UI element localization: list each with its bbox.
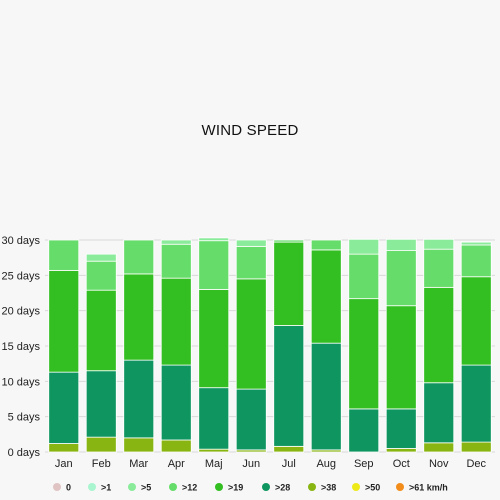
chart-title: WIND SPEED — [201, 122, 299, 139]
legend-swatch — [169, 483, 177, 491]
bar-segment — [235, 245, 267, 280]
bar-segment — [348, 408, 380, 453]
bar-segment — [348, 298, 380, 410]
legend-swatch — [215, 483, 223, 491]
bar-segment — [198, 237, 230, 242]
bar-segment — [385, 305, 417, 410]
bar-segment — [385, 250, 417, 307]
bar-segment — [85, 289, 117, 372]
x-tick-label: Nov — [429, 458, 449, 470]
bar-segment — [273, 445, 305, 453]
bar-segment — [235, 388, 267, 451]
x-tick-label: Maj — [205, 458, 223, 470]
legend-swatch — [352, 483, 360, 491]
bar-segment — [123, 273, 155, 361]
legend-label: 0 — [66, 483, 71, 493]
bar-segment — [423, 248, 455, 288]
bar-segment — [460, 441, 492, 453]
bar-segment — [385, 448, 417, 453]
bar-segment — [123, 239, 155, 275]
bar-segment — [385, 408, 417, 449]
bar-segment — [460, 276, 492, 366]
legend-swatch — [396, 483, 404, 491]
bar-segment — [273, 325, 305, 447]
legend-label: >50 — [365, 483, 380, 493]
legend-label: >12 — [182, 483, 197, 493]
bar-segment — [310, 239, 342, 251]
bar-segment — [235, 239, 267, 247]
legend-swatch — [128, 483, 136, 491]
x-tick-label: Mar — [129, 458, 148, 470]
legend-label: >19 — [228, 483, 243, 493]
bar-segment — [85, 260, 117, 291]
x-tick-label: Sep — [354, 458, 374, 470]
x-tick-label: Apr — [168, 458, 185, 470]
y-tick-label: 15 days — [1, 341, 40, 353]
x-tick-label: Oct — [393, 458, 410, 470]
y-tick-label: 20 days — [1, 306, 40, 318]
x-tick-label: Dec — [466, 458, 486, 470]
bar-segment — [160, 439, 192, 453]
bar-segment — [423, 382, 455, 444]
legend-label: >38 — [321, 483, 336, 493]
bar-segment — [85, 436, 117, 453]
bar-segment — [85, 370, 117, 438]
bar-segment — [48, 269, 80, 373]
bar-segment — [423, 238, 455, 250]
bar-segment — [48, 443, 80, 453]
legend-label: >1 — [101, 483, 111, 493]
legend-label: >61 km/h — [409, 483, 448, 493]
legend-label: >5 — [141, 483, 151, 493]
bar-segment — [48, 371, 80, 444]
bar-segment — [123, 437, 155, 453]
bar-segment — [385, 238, 417, 252]
x-tick-label: Feb — [92, 458, 111, 470]
bar-segment — [310, 249, 342, 344]
bar-segment — [460, 244, 492, 278]
bar-segment — [460, 241, 492, 246]
bar-segment — [460, 364, 492, 443]
y-tick-label: 30 days — [1, 235, 40, 247]
x-tick-label: Jul — [282, 458, 296, 470]
legend-swatch — [53, 483, 61, 491]
legend-swatch — [262, 483, 270, 491]
bar-segment — [423, 442, 455, 453]
bar-segment — [160, 243, 192, 279]
x-tick-label: Aug — [316, 458, 336, 470]
bar-segment — [348, 238, 380, 255]
bar-segment — [310, 342, 342, 451]
x-tick-label: Jan — [55, 458, 73, 470]
bar-segment — [198, 448, 230, 453]
bar-segment — [235, 278, 267, 390]
x-tick-label: Jun — [242, 458, 260, 470]
y-tick-label: 25 days — [1, 270, 40, 282]
bar-segment — [198, 240, 230, 290]
legend-label: >28 — [275, 483, 290, 493]
bar-segment — [198, 387, 230, 450]
y-tick-label: 10 days — [1, 376, 40, 388]
bar-segment — [160, 364, 192, 441]
bar-segment — [85, 253, 117, 262]
bar-segment — [160, 239, 192, 245]
y-tick-label: 0 days — [8, 447, 41, 459]
bar-segment — [160, 277, 192, 366]
bar-segment — [423, 286, 455, 384]
y-tick-label: 5 days — [8, 412, 41, 424]
bar-segment — [198, 289, 230, 389]
bar-segment — [273, 239, 305, 243]
legend-swatch — [308, 483, 316, 491]
bar-segment — [123, 359, 155, 439]
bar-segment — [273, 241, 305, 326]
bar-segment — [348, 253, 380, 300]
legend-swatch — [88, 483, 96, 491]
bar-segment — [48, 239, 80, 271]
